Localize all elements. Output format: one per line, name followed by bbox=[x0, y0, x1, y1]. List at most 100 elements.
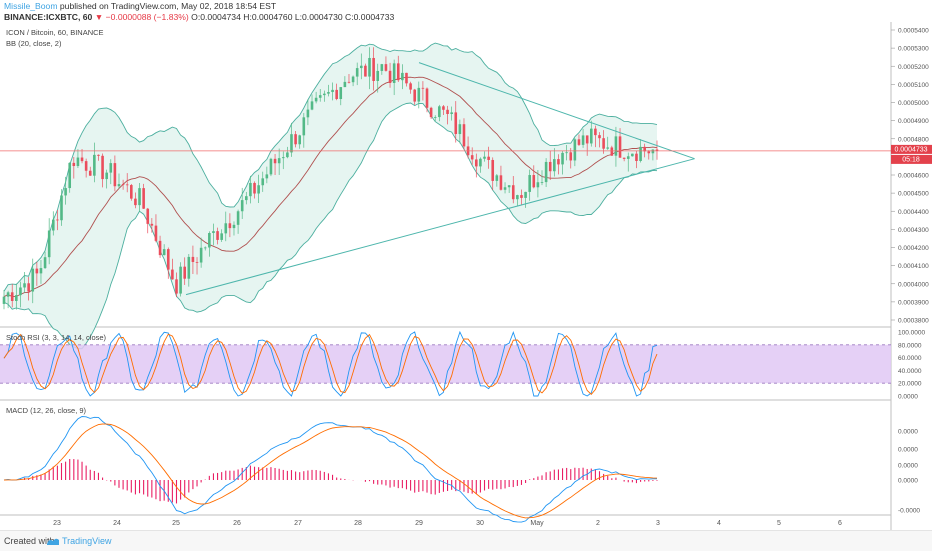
candle-body bbox=[199, 247, 203, 263]
candle-body bbox=[442, 106, 445, 110]
stoch-rsi-d-line bbox=[3, 333, 658, 395]
candle-body bbox=[487, 156, 490, 160]
symbol-label: BINANCE:ICXBTC, 60 bbox=[4, 12, 93, 22]
candle-body bbox=[154, 225, 158, 241]
candle-body bbox=[203, 247, 207, 249]
macd-legend[interactable]: MACD (12, 26, close, 9) bbox=[6, 406, 87, 415]
candle-body bbox=[146, 208, 150, 224]
candle-body bbox=[384, 64, 388, 71]
footer-bar: Created with TradingView bbox=[0, 530, 932, 551]
candle-body bbox=[232, 224, 236, 229]
candle-body bbox=[105, 172, 108, 180]
candle-body bbox=[327, 92, 330, 94]
tradingview-brand[interactable]: TradingView bbox=[62, 536, 112, 546]
candle-body bbox=[220, 233, 223, 240]
candle-body bbox=[536, 182, 540, 188]
macd-tick-label: 0.0000 bbox=[898, 478, 918, 485]
candle-body bbox=[51, 219, 55, 231]
price-tick-label: 0.0004500 bbox=[898, 191, 929, 198]
lower-trendline bbox=[185, 158, 695, 296]
time-tick-label: 24 bbox=[113, 520, 121, 527]
candle-body bbox=[425, 88, 429, 108]
candle-body bbox=[281, 157, 285, 159]
rsi-tick-label: 0.0000 bbox=[898, 394, 918, 401]
candle-body bbox=[598, 135, 601, 139]
candle-body bbox=[429, 107, 433, 118]
candle-body bbox=[360, 65, 363, 69]
rsi-axis[interactable]: 100.0000 80.0000 60.0000 40.0000 20.0000 0.00… bbox=[898, 330, 925, 401]
candle-body bbox=[626, 156, 630, 159]
candle-body bbox=[43, 257, 47, 269]
candle-body bbox=[553, 159, 556, 172]
candle-body bbox=[647, 151, 651, 154]
rsi-tick-label: 60.0000 bbox=[898, 355, 922, 362]
candle-body bbox=[462, 124, 466, 147]
candle-body bbox=[491, 159, 495, 181]
candle-body bbox=[2, 296, 6, 304]
candle-body bbox=[364, 65, 367, 77]
candle-body bbox=[396, 63, 400, 81]
candle-body bbox=[15, 295, 18, 301]
candle-body bbox=[351, 76, 355, 83]
price-tick-label: 0.0005400 bbox=[898, 28, 929, 35]
price-tick-label: 0.0005000 bbox=[898, 100, 929, 107]
candle-body bbox=[224, 223, 228, 234]
rsi-tick-label: 100.0000 bbox=[898, 330, 925, 337]
macd-line bbox=[3, 416, 657, 523]
candle-body bbox=[195, 261, 199, 263]
candle-body bbox=[265, 174, 269, 179]
candle-body bbox=[569, 152, 573, 161]
candle-body bbox=[376, 70, 380, 81]
author-link[interactable]: Missile_Boom bbox=[4, 1, 58, 11]
candle-body bbox=[347, 81, 351, 83]
candle-body bbox=[622, 157, 626, 159]
candle-body bbox=[405, 72, 408, 84]
candle-body bbox=[458, 124, 462, 135]
macd-axis[interactable]: 0.0000 0.0000 0.0000 0.0000 -0.0000 bbox=[898, 429, 920, 515]
candle-body bbox=[130, 185, 133, 199]
price-pane-title: ICON / Bitcoin, 60, BINANCE bbox=[6, 28, 104, 37]
time-axis[interactable]: 23 24 25 26 27 28 29 30 May 2 3 4 5 6 bbox=[53, 520, 842, 527]
bb-upper-band bbox=[3, 42, 658, 292]
candle-body bbox=[589, 128, 593, 144]
candle-body bbox=[355, 68, 359, 77]
candle-body bbox=[109, 163, 113, 173]
candle-body bbox=[236, 211, 240, 225]
chart-canvas[interactable]: 0.0005400 0.0005300 0.0005200 0.0005100 0.00… bbox=[0, 22, 932, 530]
candle-body bbox=[565, 152, 568, 154]
candle-body bbox=[113, 163, 117, 187]
candle-body bbox=[88, 170, 92, 176]
triangle-trendlines[interactable] bbox=[185, 62, 695, 296]
candle-body bbox=[474, 159, 478, 167]
stoch-rsi-legend[interactable]: Stoch RSI (3, 3, 14, 14, close) bbox=[6, 333, 107, 342]
candle-body bbox=[191, 256, 195, 262]
candle-body bbox=[179, 266, 182, 294]
bollinger-bands bbox=[3, 42, 658, 350]
ohlc-values: O:0.0004734 H:0.0004760 L:0.0004730 C:0.… bbox=[191, 12, 395, 22]
time-tick-label: 6 bbox=[838, 520, 842, 527]
candle-body bbox=[290, 134, 293, 153]
candle-body bbox=[577, 139, 581, 145]
candle-body bbox=[335, 89, 338, 100]
candle-body bbox=[134, 198, 137, 206]
price-axis[interactable]: 0.0005400 0.0005300 0.0005200 0.0005100 0.00… bbox=[891, 28, 929, 325]
candle-body bbox=[524, 191, 527, 198]
candle-body bbox=[372, 57, 375, 81]
candle-body bbox=[117, 184, 121, 187]
created-with-text: Created with bbox=[4, 536, 55, 546]
candle-body bbox=[339, 87, 343, 100]
candle-body bbox=[409, 83, 412, 90]
candle-body bbox=[606, 147, 610, 149]
price-tick-label: 0.0003800 bbox=[898, 318, 929, 325]
last-price-text: 0.0004733 bbox=[894, 146, 927, 153]
tradingview-logo-icon[interactable] bbox=[46, 535, 60, 547]
candle-body bbox=[187, 256, 191, 279]
time-tick-label: 26 bbox=[233, 520, 241, 527]
rsi-tick-label: 20.0000 bbox=[898, 381, 922, 388]
candle-body bbox=[618, 136, 622, 158]
candle-body bbox=[253, 182, 256, 194]
price-tick-label: 0.0004900 bbox=[898, 118, 929, 125]
bb-legend[interactable]: BB (20, close, 2) bbox=[6, 39, 62, 48]
chart-header: Missile_Boom published on TradingView.co… bbox=[0, 0, 932, 22]
candle-body bbox=[80, 157, 84, 162]
